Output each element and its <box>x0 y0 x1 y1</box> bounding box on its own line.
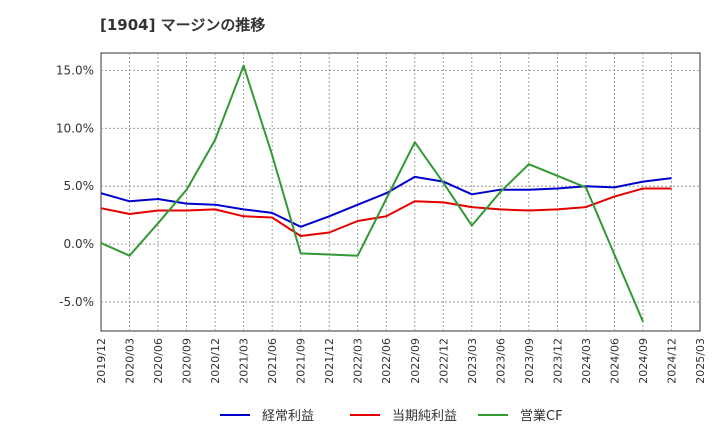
x-tick-label: 2020/06 <box>152 338 165 384</box>
x-tick-label: 2021/06 <box>266 338 279 384</box>
series-line <box>100 175 672 228</box>
x-tick-label: 2019/12 <box>95 338 108 384</box>
series-line <box>100 64 644 323</box>
x-tick-label: 2024/06 <box>608 338 621 384</box>
legend-label: 経常利益 <box>262 409 314 424</box>
series-line <box>100 187 672 237</box>
x-tick-label: 2020/03 <box>124 338 137 384</box>
x-tick-label: 2023/09 <box>523 338 536 384</box>
x-tick-label: 2025/03 <box>694 338 707 384</box>
x-tick-label: 2022/12 <box>437 338 450 384</box>
x-tick-label: 2021/09 <box>295 338 308 384</box>
y-tick-label: 10.0% <box>56 121 94 135</box>
y-tick-label: 5.0% <box>64 179 95 193</box>
x-tick-label: 2022/03 <box>352 338 365 384</box>
x-tick-label: 2023/06 <box>494 338 507 384</box>
legend-label: 当期純利益 <box>392 409 457 424</box>
x-tick-label: 2020/12 <box>209 338 222 384</box>
x-tick-label: 2023/03 <box>466 338 479 384</box>
x-tick-label: 2024/12 <box>665 338 678 384</box>
x-tick-label: 2021/03 <box>238 338 251 384</box>
x-tick-label: 2023/12 <box>551 338 564 384</box>
chart-title: [1904] マージンの推移 <box>100 16 266 34</box>
x-tick-label: 2021/12 <box>323 338 336 384</box>
plot-area <box>100 52 701 332</box>
x-tick-label: 2022/06 <box>380 338 393 384</box>
y-tick-label: 0.0% <box>64 237 95 251</box>
x-tick-label: 2022/09 <box>409 338 422 384</box>
y-tick-label: -5.0% <box>59 295 94 309</box>
x-tick-label: 2024/09 <box>637 338 650 384</box>
legend-label: 営業CF <box>520 408 563 424</box>
x-tick-label: 2024/03 <box>580 338 593 384</box>
y-tick-label: 15.0% <box>56 63 94 77</box>
x-tick-label: 2020/09 <box>181 338 194 384</box>
